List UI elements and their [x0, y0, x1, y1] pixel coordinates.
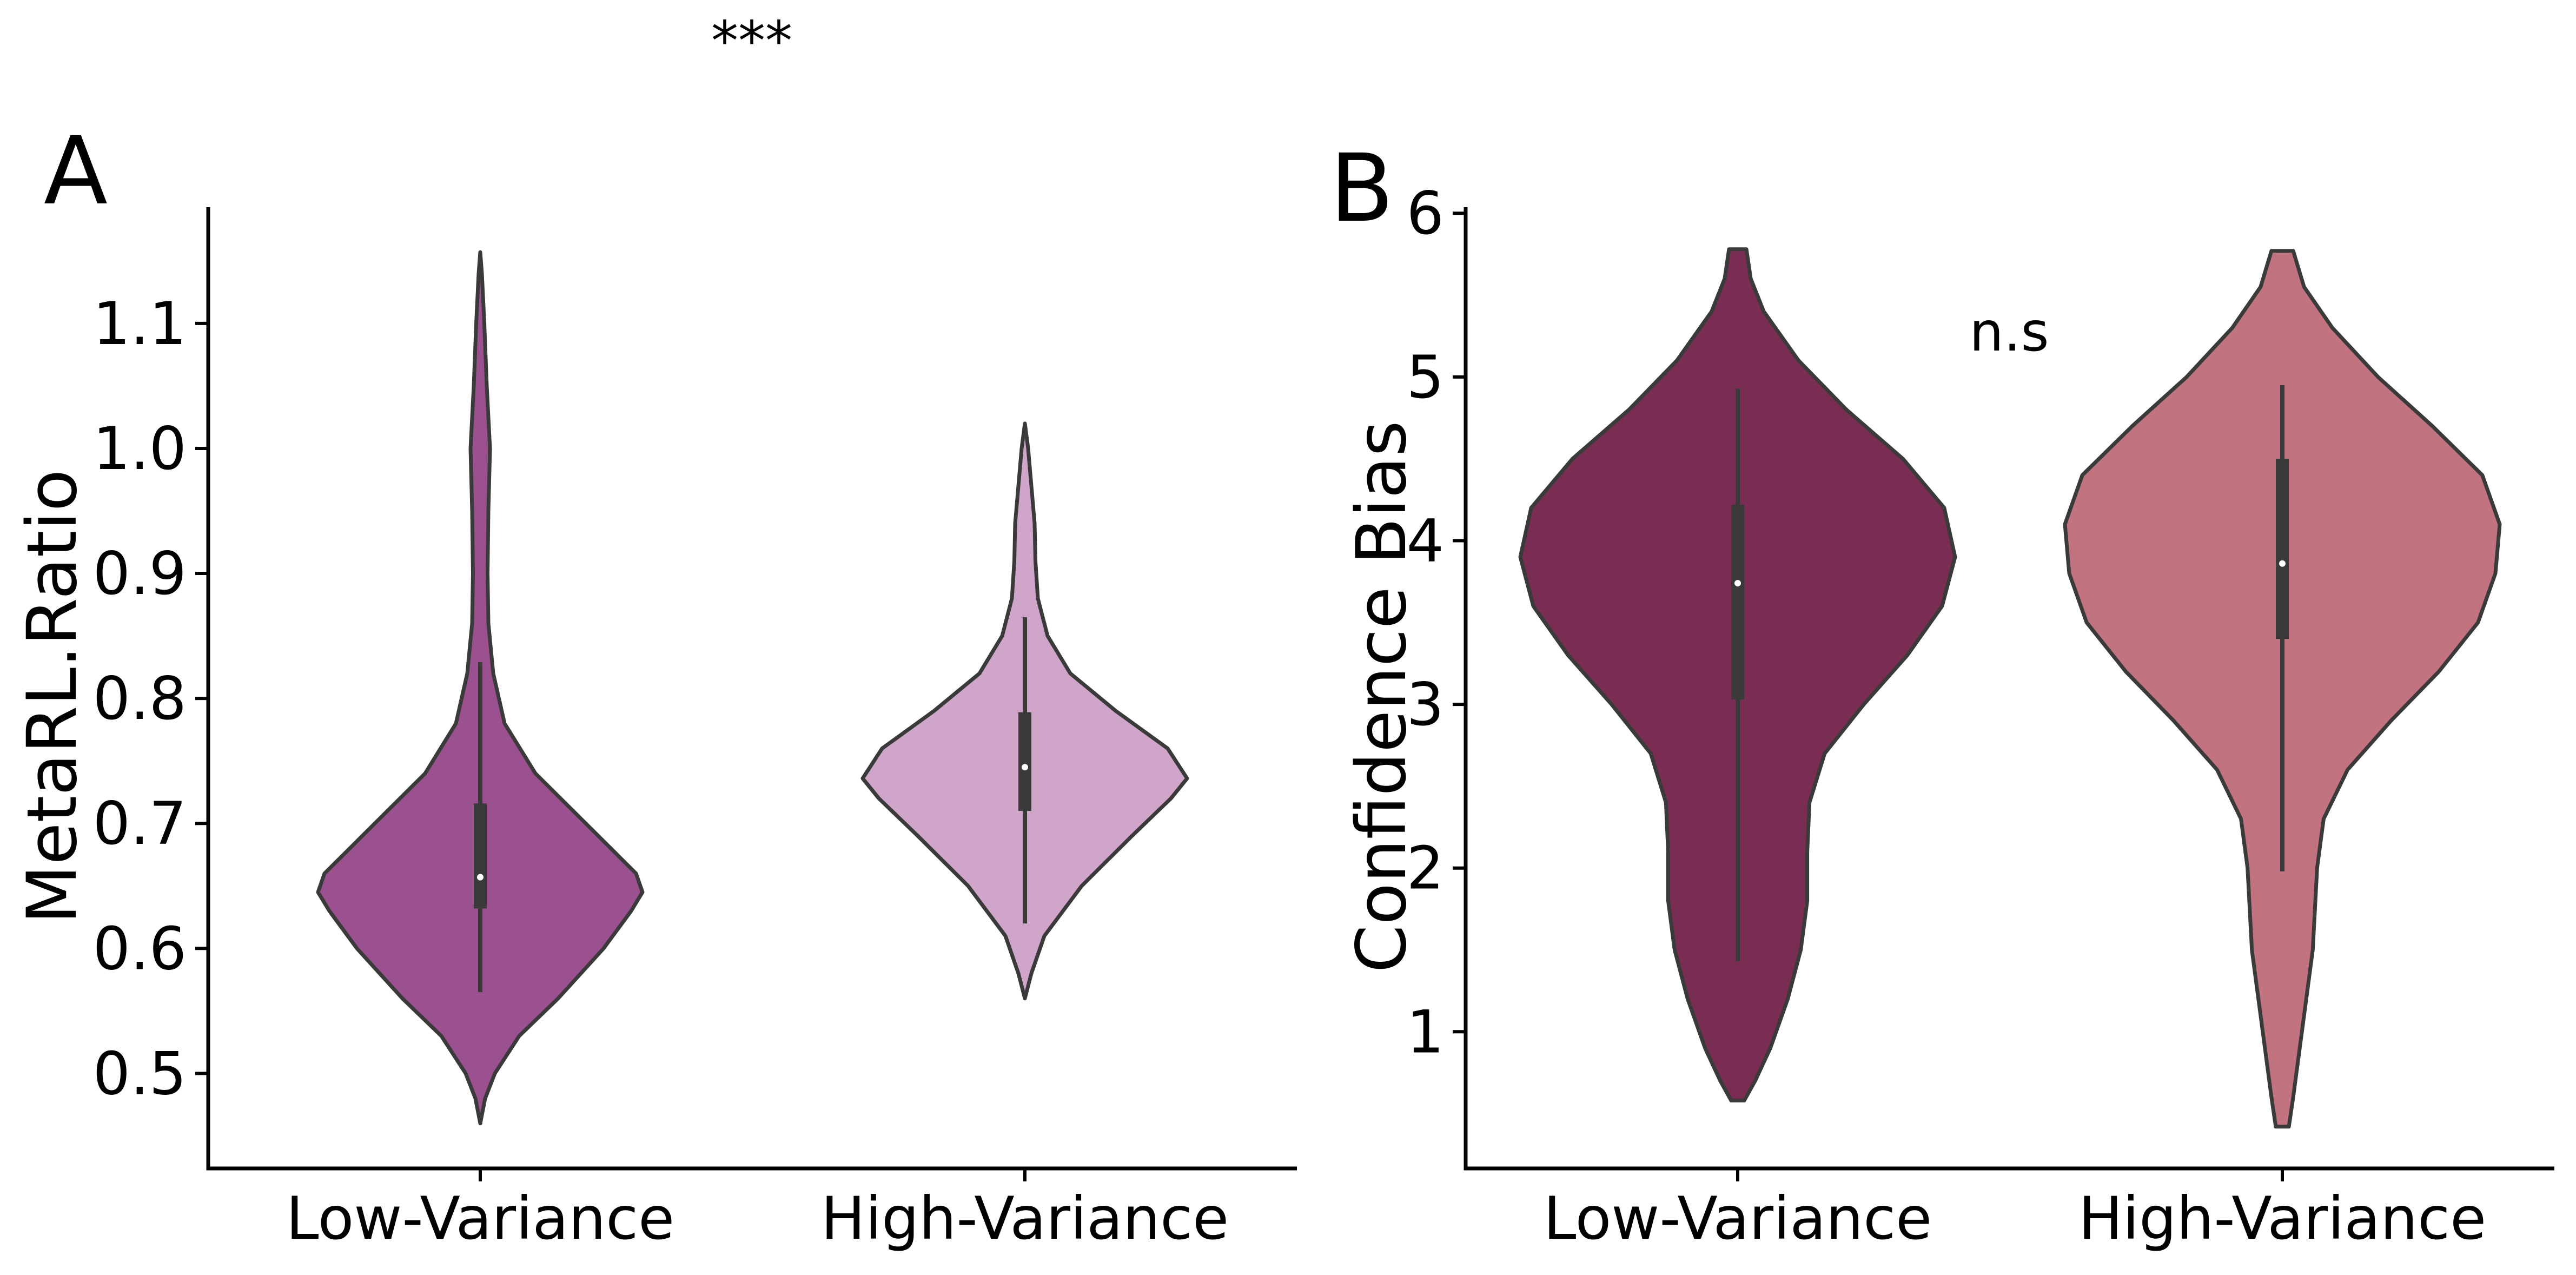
panel-b-y-tick-label: 5 [1407, 343, 1444, 412]
panel-a-violin-high-variance-median-point [1022, 764, 1028, 771]
panel-a-letter: A [44, 116, 108, 226]
panel-b-y-tick-label: 4 [1407, 506, 1444, 575]
panel-a-y-tick-label: 0.8 [93, 664, 187, 733]
panel-a-significance-annotation: *** [711, 9, 792, 72]
panel-a-x-ticks: Low-Variance High-Variance [286, 1168, 1229, 1253]
panel-a-y-tick-label: 0.7 [93, 789, 187, 858]
panel-a-x-tick-label: High-Variance [821, 1184, 1229, 1253]
panel-b-letter: B [1330, 134, 1394, 243]
panel-a-y-tick-label: 0.5 [93, 1039, 187, 1108]
panel-a-y-tick-label: 0.6 [93, 914, 187, 983]
panel-b-y-tick-label: 6 [1407, 179, 1444, 248]
panel-b-x-ticks: Low-Variance High-Variance [1544, 1168, 2486, 1253]
panel-a-violin-high-variance-iqr-box [1018, 712, 1031, 811]
panel-a-y-tick-label: 0.9 [93, 539, 187, 608]
panel-a-violins [316, 250, 1189, 1126]
panel-b-violins [1518, 247, 2502, 1129]
panel-a-violin-low-variance-iqr-box [474, 803, 487, 909]
panel-b-y-axis-label: Confidence Bias [1341, 421, 1421, 973]
panel-b-y-tick-label: 3 [1407, 670, 1444, 739]
panel-b-violin-low-variance-iqr-box [1731, 504, 1744, 699]
panel-a-x-tick-label: Low-Variance [286, 1184, 674, 1253]
panel-b-significance-annotation: n.s [1969, 300, 2049, 364]
panel-b-violin-high-variance-median-point [2279, 560, 2286, 567]
panel-b: 1 2 3 4 5 6 Low-Variance High-Variance Confide… [1330, 134, 2554, 1253]
panel-b-x-tick-label: Low-Variance [1544, 1184, 1932, 1253]
panel-a-y-tick-label: 1.1 [93, 289, 187, 358]
panel-b-violin-high-variance-iqr-box [2276, 459, 2289, 639]
panel-a-y-axis-label: MetaRL.Ratio [12, 470, 92, 924]
panel-a-violin-low-variance-median-point [477, 874, 484, 881]
panel-b-y-ticks: 1 2 3 4 5 6 [1407, 179, 1466, 1066]
panel-b-y-tick-label: 1 [1407, 997, 1444, 1066]
panel-b-y-tick-label: 2 [1407, 834, 1444, 903]
panel-a: 0.5 0.6 0.7 0.8 0.9 1.0 1.1 Low-Variance High-V… [12, 9, 1297, 1253]
panel-a-y-ticks: 0.5 0.6 0.7 0.8 0.9 1.0 1.1 [93, 289, 208, 1108]
panel-b-violin-low-variance-median-point [1734, 580, 1741, 587]
panel-a-y-tick-label: 1.0 [93, 414, 187, 483]
panel-b-x-tick-label: High-Variance [2078, 1184, 2486, 1253]
